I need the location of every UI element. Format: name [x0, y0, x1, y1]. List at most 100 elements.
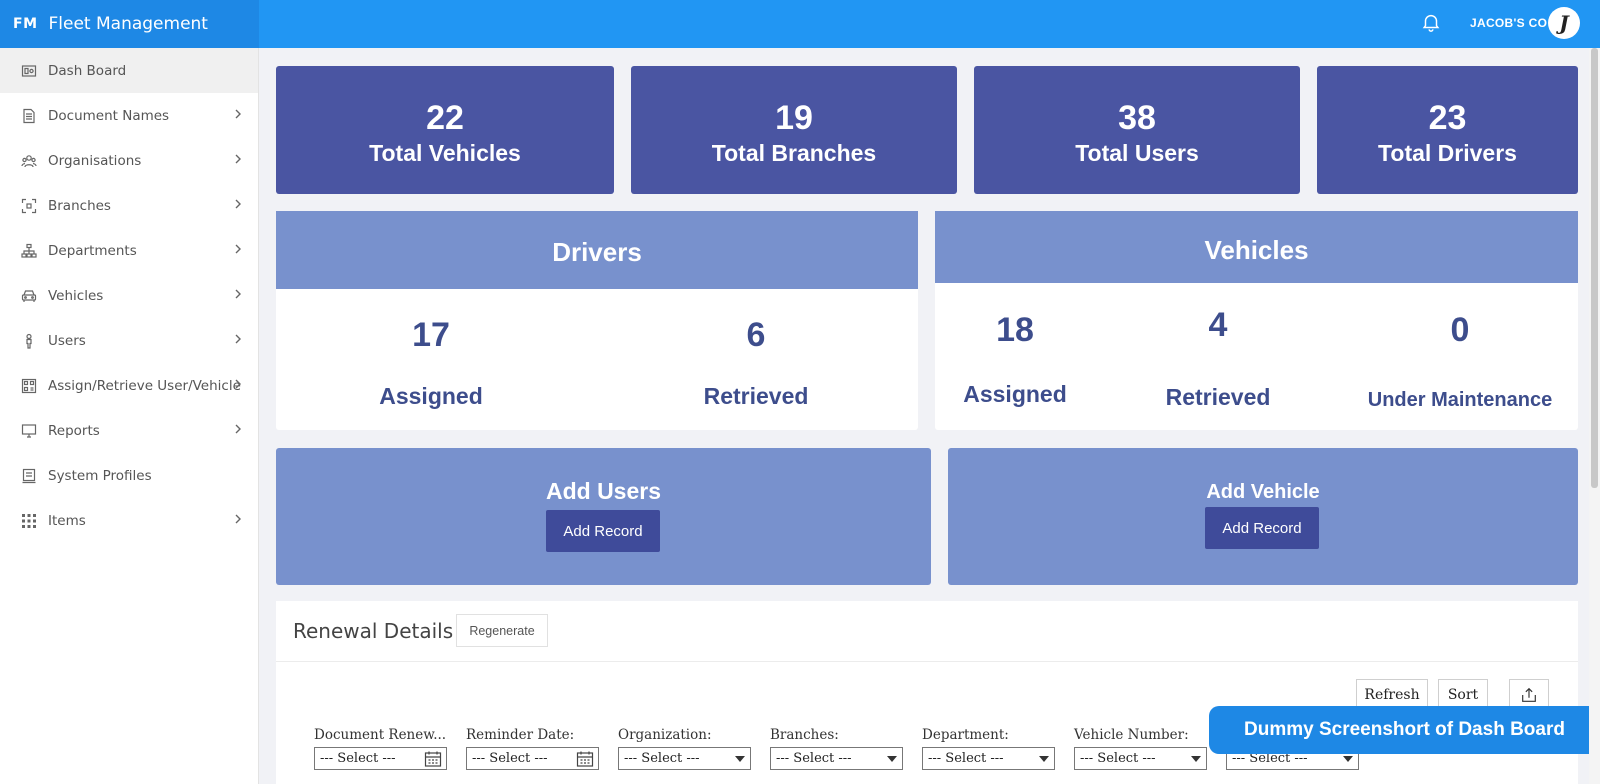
department-select[interactable]: --- Select --- — [922, 747, 1055, 770]
export-icon — [1522, 687, 1536, 702]
grid-icon — [20, 512, 38, 530]
stat-value: 38 — [1118, 99, 1156, 137]
chevron-right-icon — [235, 514, 241, 524]
sidebar-item-vehicles[interactable]: Vehicles — [0, 273, 258, 318]
stat-card-total-users[interactable]: 38 Total Users — [974, 66, 1300, 194]
filter-value: --- Select --- — [928, 751, 1004, 766]
dropdown-arrow-icon — [735, 756, 745, 762]
dropdown-arrow-icon — [1039, 756, 1049, 762]
stat-label: Total Branches — [711, 140, 877, 166]
chevron-right-icon — [235, 199, 241, 209]
vehicle-number-select[interactable]: --- Select --- — [1074, 747, 1207, 770]
stat-value: 22 — [426, 99, 464, 137]
vehicles-assigned-label: Assigned — [963, 381, 1067, 407]
add-users-title: Add Users — [545, 478, 662, 504]
stat-value: 19 — [775, 99, 813, 137]
sidebar-item-label: Assign/Retrieve User/Vehicle — [48, 377, 241, 394]
vehicles-maintenance-label: Under Maintenance — [1367, 389, 1553, 411]
page-scrollbar[interactable] — [1589, 48, 1600, 784]
chevron-right-icon — [235, 334, 241, 344]
sidebar-item-branches[interactable]: Branches — [0, 183, 258, 228]
dropdown-arrow-icon — [887, 756, 897, 762]
scrollbar-thumb[interactable] — [1591, 48, 1598, 488]
drivers-assigned-value: 17 — [412, 316, 450, 354]
dropdown-arrow-icon — [1191, 756, 1201, 762]
top-bar: FM Fleet Management JACOB'S CO J — [0, 0, 1600, 48]
sidebar-item-label: Items — [48, 512, 86, 529]
sidebar-item-organisations[interactable]: Organisations — [0, 138, 258, 183]
sidebar-item-label: System Profiles — [48, 467, 152, 484]
reminder-date-field[interactable]: --- Select --- — [466, 747, 599, 770]
filter-value: --- Select --- — [320, 751, 396, 766]
drivers-assigned-label: Assigned — [379, 383, 483, 409]
brand-logo: FM — [13, 16, 38, 32]
regenerate-button[interactable]: Regenerate — [456, 614, 548, 647]
divider — [276, 661, 1578, 662]
dashboard-icon — [20, 62, 38, 80]
sidebar-item-label: Departments — [48, 242, 137, 259]
document-renewal-date-field[interactable]: --- Select --- — [314, 747, 447, 770]
renewal-title: Renewal Details — [293, 619, 454, 643]
add-user-record-button[interactable]: Add Record — [546, 510, 660, 552]
vehicles-retrieved-value: 4 — [1208, 306, 1228, 344]
filter-value: --- Select --- — [472, 751, 548, 766]
calendar-icon[interactable] — [576, 750, 594, 768]
sidebar-item-reports[interactable]: Reports — [0, 408, 258, 453]
add-vehicle-record-button[interactable]: Add Record — [1205, 507, 1319, 549]
organisation-icon — [20, 152, 38, 170]
calendar-icon[interactable] — [424, 750, 442, 768]
stat-card-total-drivers[interactable]: 23 Total Drivers — [1317, 66, 1578, 194]
drivers-retrieved-label: Retrieved — [703, 383, 809, 409]
user-icon — [20, 332, 38, 350]
sidebar: Dash Board Document Names Organisations … — [0, 48, 259, 784]
brand[interactable]: FM Fleet Management — [0, 0, 259, 48]
sidebar-item-label: Vehicles — [48, 287, 104, 304]
filter-label: Organization: — [618, 727, 712, 743]
chevron-right-icon — [235, 379, 241, 389]
avatar[interactable]: J — [1548, 7, 1580, 39]
filter-label: Department: — [922, 727, 1009, 743]
filter-value: --- Select --- — [1232, 751, 1308, 766]
filter-label: Document Renew... — [314, 727, 447, 743]
stat-card-total-vehicles[interactable]: 22 Total Vehicles — [276, 66, 614, 194]
filter-value: --- Select --- — [624, 751, 700, 766]
stat-label: Total Vehicles — [369, 140, 521, 166]
filter-value: --- Select --- — [1080, 751, 1156, 766]
chevron-right-icon — [235, 424, 241, 434]
add-vehicle-panel: Add Vehicle Add Record — [948, 448, 1578, 585]
sidebar-item-document-names[interactable]: Document Names — [0, 93, 258, 138]
assign-icon — [20, 377, 38, 395]
dropdown-arrow-icon — [1343, 756, 1353, 762]
sidebar-item-departments[interactable]: Departments — [0, 228, 258, 273]
chevron-right-icon — [235, 154, 241, 164]
branch-icon — [20, 197, 38, 215]
vehicles-assigned-value: 18 — [996, 311, 1034, 349]
sidebar-item-items[interactable]: Items — [0, 498, 258, 543]
stat-card-total-branches[interactable]: 19 Total Branches — [631, 66, 957, 194]
chevron-right-icon — [235, 289, 241, 299]
chevron-right-icon — [235, 109, 241, 119]
branches-select[interactable]: --- Select --- — [770, 747, 903, 770]
sidebar-item-dashboard[interactable]: Dash Board — [0, 48, 258, 93]
renewal-details-panel: Renewal Details Regenerate Refresh Sort … — [276, 601, 1578, 784]
document-icon — [20, 107, 38, 125]
export-button[interactable] — [1509, 679, 1549, 710]
add-users-panel: Add Users Add Record — [276, 448, 931, 585]
company-name[interactable]: JACOB'S CO — [1470, 16, 1548, 30]
vehicles-maintenance-value: 0 — [1450, 311, 1470, 349]
sidebar-item-assign-retrieve[interactable]: Assign/Retrieve User/Vehicle — [0, 363, 258, 408]
organization-select[interactable]: --- Select --- — [618, 747, 751, 770]
filter-label: Reminder Date: — [466, 727, 575, 743]
profile-icon — [20, 467, 38, 485]
stat-label: Total Drivers — [1378, 140, 1517, 166]
sidebar-item-system-profiles[interactable]: System Profiles — [0, 453, 258, 498]
chevron-right-icon — [235, 244, 241, 254]
sidebar-item-label: Branches — [48, 197, 111, 214]
sidebar-item-users[interactable]: Users — [0, 318, 258, 363]
filter-value: --- Select --- — [776, 751, 852, 766]
bell-icon[interactable] — [1420, 11, 1442, 33]
monitor-icon — [20, 422, 38, 440]
watermark-badge: Dummy Screenshort of Dash Board — [1209, 706, 1600, 754]
vehicles-retrieved-label: Retrieved — [1165, 384, 1271, 410]
refresh-button[interactable]: Refresh — [1356, 679, 1428, 710]
